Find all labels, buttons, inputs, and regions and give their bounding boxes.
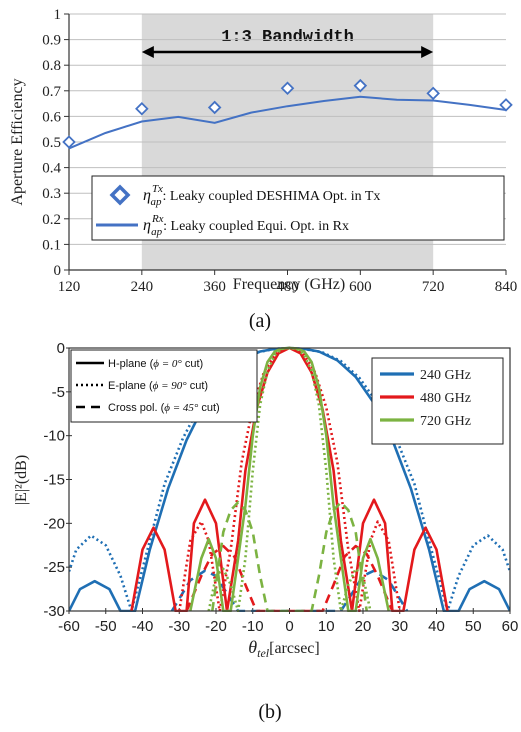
x-tick-label: -40 — [132, 618, 154, 635]
series-240-ghz-cross — [170, 569, 409, 612]
style-legend-label: H-plane (ϕ = 0° cut) — [108, 358, 203, 370]
y-tick-label: -30 — [43, 603, 65, 620]
x-tick-label: 0 — [285, 618, 293, 635]
series-720-ghz-eplane — [207, 346, 372, 612]
y-tick-label: 0.5 — [42, 135, 61, 151]
arrow-head-right — [421, 46, 434, 58]
series-rx-line — [68, 95, 507, 150]
series-tx-marker — [499, 98, 513, 112]
y-tick-label: 0.3 — [42, 186, 61, 202]
x-tick-label: -60 — [58, 618, 80, 635]
y-tick-label: -20 — [43, 515, 65, 532]
series-tx-marker — [62, 135, 76, 149]
aperture-efficiency-chart: 1:3 Bandwidth 0 0.1 0.2 0.3 0.4 0.5 0.6 0.7 0.8 0… — [9, 7, 518, 332]
y-tick-label: 1 — [54, 7, 62, 23]
x-tick-label: 30 — [391, 618, 408, 635]
y-tick-label: 0.7 — [42, 84, 61, 100]
legend-box — [91, 175, 505, 241]
series-tx-marker — [135, 101, 149, 116]
series-tx-marker — [280, 81, 295, 96]
x-tick-label: -30 — [168, 618, 190, 635]
y-tick-label: -5 — [52, 384, 65, 401]
frequency-legend-label: 720 GHz — [420, 414, 471, 429]
y-tick-label: 0.9 — [42, 33, 61, 49]
x-tick-label: 240 — [131, 279, 154, 295]
frequency-legend-label: 240 GHz — [420, 368, 471, 383]
legend-entry-tx: ηTx ap: Leaky coupled DESHIMA Opt. in Tx — [143, 183, 380, 208]
style-legend-label: Cross pol. (ϕ = 45° cut) — [108, 402, 220, 414]
y-tick-label: 0 — [57, 340, 65, 357]
x-tick-label: 20 — [355, 618, 372, 635]
y-tick-label: 0.6 — [42, 109, 61, 125]
y-tick-label: 0.8 — [42, 58, 61, 74]
y-tick-label: -15 — [43, 472, 65, 489]
chart-a-panel-label: (a) — [249, 310, 271, 332]
y-tick-label: -25 — [43, 559, 65, 576]
frequency-legend-label: 480 GHz — [420, 391, 471, 406]
y-tick-label: 0 — [54, 263, 62, 279]
x-tick-label: 840 — [495, 279, 518, 295]
svg-text:θtel[arcsec]: θtel[arcsec] — [248, 637, 319, 660]
x-tick-label: 360 — [203, 279, 226, 295]
chart-a-x-axis-label: Frequency (GHz) — [233, 276, 345, 293]
frequency-legend-box — [371, 357, 504, 445]
chart-b-x-axis-label: θtel[arcsec] — [248, 637, 319, 660]
y-tick-label: -10 — [43, 428, 65, 445]
arrow-head-left — [141, 46, 154, 58]
x-tick-label: 50 — [465, 618, 482, 635]
x-tick-label: 720 — [422, 279, 445, 295]
series-tx-marker — [353, 78, 368, 93]
chart-b-panel-label: (b) — [258, 701, 281, 723]
y-tick-label: 0.4 — [42, 161, 61, 177]
legend-entry-rx: ηRx ap: Leaky coupled Equi. Opt. in Rx — [143, 213, 349, 238]
plot-frame — [68, 347, 511, 612]
x-tick-label: 600 — [349, 279, 372, 295]
x-tick-label: 120 — [58, 279, 81, 295]
y-tick-label: 0.1 — [42, 237, 61, 253]
x-tick-label: 60 — [502, 618, 519, 635]
x-tick-label: -50 — [95, 618, 117, 635]
chart-b-y-axis-label: |E|²(dB) — [13, 455, 30, 505]
chart-a-y-axis-label: Aperture Efficiency — [9, 78, 26, 205]
y-tick-label: 0.2 — [42, 212, 61, 228]
radiation-pattern-chart: 0-5-10-15-20-25-30-60 -50 -40 -30 -20 -10 0 10 2… — [13, 340, 519, 723]
x-tick-label: 480 — [276, 279, 299, 295]
x-tick-label: 40 — [428, 618, 445, 635]
series-tx-marker — [207, 100, 222, 115]
x-tick-label: -20 — [205, 618, 227, 635]
x-tick-label: -10 — [242, 618, 264, 635]
style-legend-label: E-plane (ϕ = 90° cut) — [108, 380, 208, 392]
series-tx-marker — [426, 86, 440, 101]
series-720-ghz-cross — [211, 501, 368, 612]
legend-diamond-icon — [109, 184, 131, 206]
x-tick-label: 10 — [318, 618, 335, 635]
bandwidth-label: 1:3 Bandwidth — [221, 28, 354, 47]
